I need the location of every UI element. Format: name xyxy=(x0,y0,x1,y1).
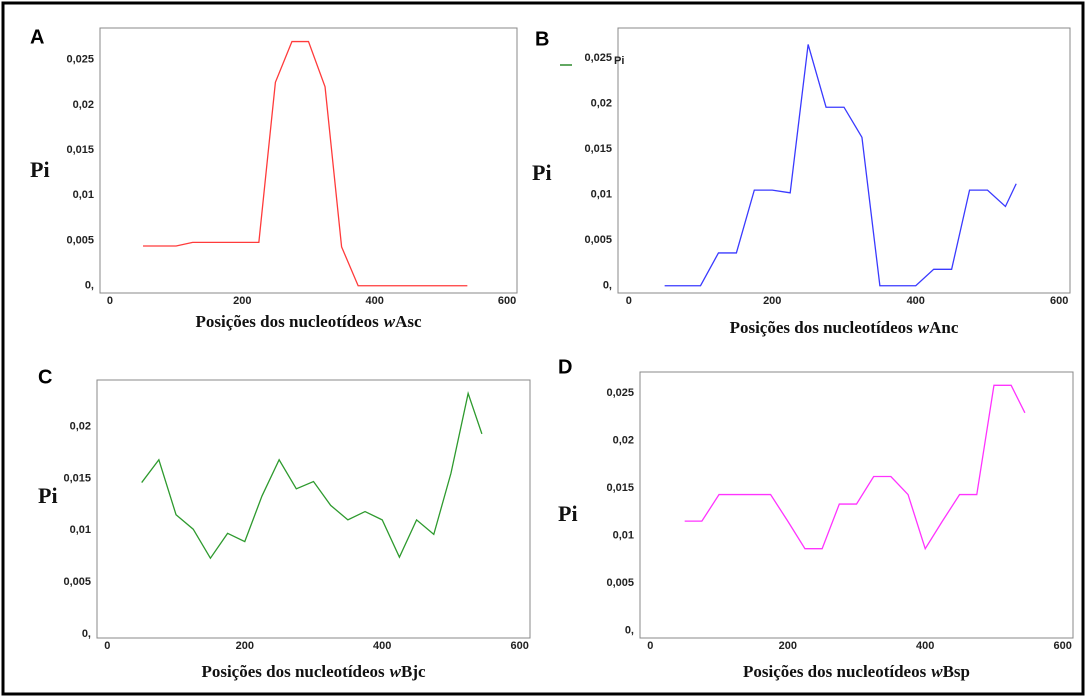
x-tick-label: 400 xyxy=(373,640,391,652)
plot-frame xyxy=(617,27,1071,294)
x-tick-label: 0 xyxy=(626,295,632,307)
x-tick-label: 600 xyxy=(498,295,516,307)
strain-prefix: w xyxy=(931,662,943,681)
x-axis-title: Posições dos nucleotídeos wAsc xyxy=(195,312,421,331)
panel-label: A xyxy=(30,26,44,48)
x-tick-label: 0 xyxy=(647,640,653,652)
y-tick-label: 0, xyxy=(625,624,634,636)
y-tick-label: 0,02 xyxy=(613,434,634,446)
y-tick-label: 0,015 xyxy=(606,482,634,494)
y-tick-label: 0,025 xyxy=(584,52,612,64)
strain-prefix: w xyxy=(918,318,930,337)
plot-frame xyxy=(639,371,1074,639)
x-tick-label: 400 xyxy=(366,295,384,307)
strain-name: Anc xyxy=(929,318,959,337)
data-line xyxy=(143,40,468,287)
y-tick-label: 0,025 xyxy=(606,387,634,399)
y-axis-title: Pi xyxy=(30,157,50,182)
x-axis-title-text: Posições dos nucleotídeos xyxy=(743,662,927,681)
y-tick-label: 0,02 xyxy=(591,97,612,109)
x-tick-label: 400 xyxy=(916,640,934,652)
data-line xyxy=(684,384,1026,551)
y-tick-label: 0, xyxy=(85,280,94,292)
y-tick-label: 0,02 xyxy=(73,99,94,111)
data-line xyxy=(141,391,483,560)
plot-frame xyxy=(99,27,518,294)
y-tick-label: 0,015 xyxy=(584,143,612,155)
y-tick-label: 0,01 xyxy=(591,189,612,201)
y-tick-label: 0, xyxy=(82,628,91,640)
panel-label: C xyxy=(38,366,52,388)
y-axis-title: Pi xyxy=(38,483,58,508)
data-line xyxy=(664,44,1017,287)
x-tick-label: 200 xyxy=(236,640,254,652)
y-tick-label: 0,02 xyxy=(70,421,91,433)
legend-label: Pi xyxy=(614,55,624,67)
x-axis-title-text: Posições dos nucleotídeos xyxy=(730,318,914,337)
x-tick-label: 400 xyxy=(907,295,925,307)
x-tick-label: 600 xyxy=(1054,640,1072,652)
x-tick-label: 0 xyxy=(107,295,113,307)
x-tick-label: 600 xyxy=(1050,295,1068,307)
strain-name: Asc xyxy=(395,312,422,331)
y-axis-title: Pi xyxy=(558,501,578,526)
y-tick-label: 0,01 xyxy=(70,524,91,536)
strain-prefix: w xyxy=(390,662,402,681)
y-tick-label: 0,005 xyxy=(63,576,91,588)
y-tick-label: 0,015 xyxy=(66,144,94,156)
strain-name: Bjc xyxy=(401,662,426,681)
x-axis-title: Posições dos nucleotídeos wBsp xyxy=(743,662,970,681)
x-tick-label: 200 xyxy=(233,295,251,307)
y-tick-label: 0, xyxy=(603,280,612,292)
panel-label: B xyxy=(535,28,549,50)
y-tick-label: 0,005 xyxy=(584,234,612,246)
y-tick-label: 0,005 xyxy=(66,234,94,246)
x-tick-label: 200 xyxy=(779,640,797,652)
plot-frame xyxy=(96,379,531,639)
y-tick-label: 0,01 xyxy=(613,529,634,541)
y-tick-label: 0,005 xyxy=(606,577,634,589)
strain-prefix: w xyxy=(384,312,396,331)
x-tick-label: 200 xyxy=(763,295,781,307)
y-tick-label: 0,015 xyxy=(63,472,91,484)
x-axis-title-text: Posições dos nucleotídeos xyxy=(195,312,379,331)
x-axis-title: Posições dos nucleotídeos wAnc xyxy=(730,318,959,337)
x-tick-label: 0 xyxy=(104,640,110,652)
x-axis-title: Posições dos nucleotídeos wBjc xyxy=(201,662,426,681)
panel-label: D xyxy=(558,356,572,378)
strain-name: Bsp xyxy=(943,662,970,681)
y-axis-title: Pi xyxy=(532,160,552,185)
x-tick-label: 600 xyxy=(511,640,529,652)
x-axis-title-text: Posições dos nucleotídeos xyxy=(201,662,385,681)
y-tick-label: 0,025 xyxy=(66,54,94,66)
y-tick-label: 0,01 xyxy=(73,189,94,201)
